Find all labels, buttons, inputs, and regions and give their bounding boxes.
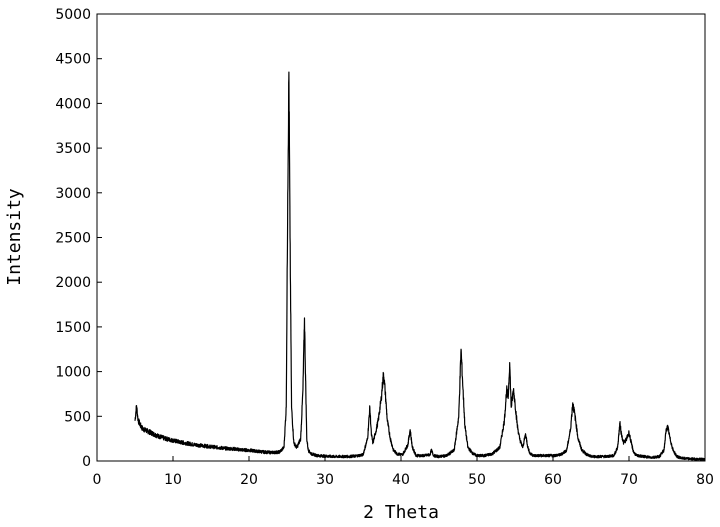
x-tick-label: 10 [164,472,182,488]
x-tick-label: 50 [468,472,486,488]
x-tick-label: 80 [696,472,714,488]
y-tick-label: 5000 [55,7,91,23]
y-tick-label: 1000 [55,365,91,381]
x-tick-label: 20 [240,472,258,488]
x-tick-label: 0 [93,472,102,488]
series-line [135,72,705,460]
y-tick-label: 1500 [55,320,91,336]
x-axis-label: 2 Theta [363,502,439,523]
plot-frame [97,14,705,461]
y-tick-label: 500 [64,409,91,425]
y-tick-label: 3500 [55,141,91,157]
y-tick-label: 4500 [55,52,91,68]
y-axis-ticks: 0 500 1000 1500 2000 2500 3000 3500 4000 4500 5000 [55,7,102,470]
y-axis-label: Intensity [4,188,25,286]
y-tick-label: 0 [82,454,91,470]
y-tick-label: 3000 [55,186,91,202]
x-tick-label: 30 [316,472,334,488]
x-tick-label: 70 [620,472,638,488]
x-tick-label: 60 [544,472,562,488]
y-tick-label: 2000 [55,275,91,291]
x-tick-label: 40 [392,472,410,488]
y-tick-label: 4000 [55,96,91,112]
y-tick-label: 2500 [55,231,91,247]
